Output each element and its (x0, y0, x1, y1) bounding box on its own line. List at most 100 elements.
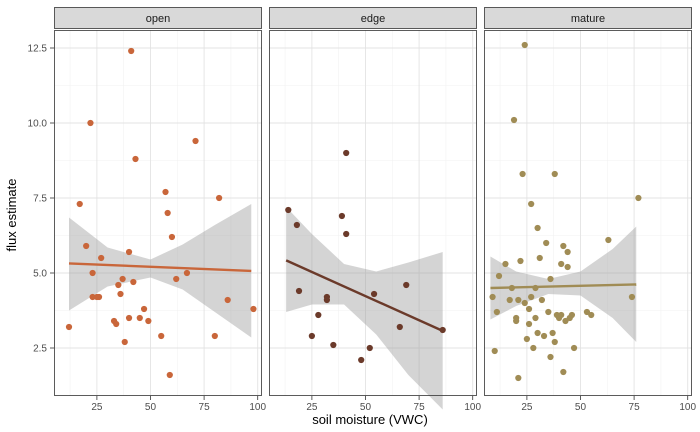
panel-background (54, 30, 262, 396)
data-point (358, 356, 365, 364)
x-tick-label: 100 (249, 402, 266, 413)
data-point (564, 263, 571, 271)
data-point (343, 149, 350, 157)
data-point (211, 332, 218, 340)
strip-background (54, 7, 262, 29)
data-point (125, 314, 133, 322)
data-point (515, 296, 522, 304)
data-point (293, 221, 300, 229)
data-point (295, 287, 303, 295)
data-point (330, 341, 337, 349)
data-point (551, 338, 558, 346)
data-point (343, 230, 350, 238)
x-axis-title: soil moisture (VWC) (312, 412, 428, 427)
data-point (558, 311, 565, 319)
data-point (173, 275, 180, 283)
panel-edge: edge (269, 7, 477, 410)
data-point (543, 239, 550, 247)
data-point (530, 344, 537, 352)
data-point (547, 353, 554, 361)
data-point (519, 170, 526, 178)
y-tick-label: 5.0 (33, 269, 47, 280)
x-tick-label: 50 (360, 402, 372, 413)
panel-open: open (54, 7, 262, 396)
strip-label: mature (571, 13, 605, 25)
data-point (521, 41, 528, 49)
x-tick-label: 100 (679, 402, 696, 413)
x-tick-label: 25 (306, 402, 318, 413)
y-axis: 2.5 5.0 7.5 10.0 12.5 (28, 44, 54, 355)
data-point (525, 320, 533, 328)
data-point (525, 305, 533, 313)
data-point (130, 278, 137, 286)
y-tick-label: 7.5 (33, 194, 47, 205)
data-point (528, 293, 535, 301)
data-point (534, 329, 541, 337)
x-tick-label: 75 (199, 402, 211, 413)
x-axis: 25 50 75 100 25 50 75 100 25 50 75 100 (91, 396, 696, 413)
data-point (517, 257, 524, 265)
data-point (491, 347, 498, 355)
x-tick-label: 50 (145, 402, 157, 413)
data-point (113, 320, 120, 328)
data-point (536, 254, 543, 262)
data-point (489, 293, 496, 301)
data-point (117, 290, 124, 298)
data-point (89, 293, 96, 301)
data-point (515, 374, 522, 382)
data-point (558, 260, 565, 268)
data-point (224, 296, 231, 304)
data-point (635, 194, 642, 202)
data-point (396, 323, 403, 331)
data-point (250, 305, 257, 313)
data-point (216, 194, 223, 202)
data-point (89, 269, 96, 277)
data-point (370, 290, 378, 298)
panel-background (484, 30, 692, 396)
data-point (132, 155, 139, 163)
data-point (95, 293, 103, 301)
data-point (121, 338, 128, 346)
fit-line (490, 283, 637, 290)
data-point (308, 332, 315, 340)
x-tick-label: 25 (91, 402, 103, 413)
y-tick-label: 2.5 (33, 344, 47, 355)
x-tick-label: 75 (629, 402, 641, 413)
panel-mature: mature (484, 7, 692, 396)
fit-line (68, 262, 252, 273)
data-point (528, 200, 535, 208)
data-point (119, 275, 126, 283)
data-point (87, 119, 94, 127)
data-point (534, 224, 541, 232)
panel-border (54, 30, 262, 396)
data-point (538, 296, 545, 304)
data-point (510, 116, 518, 124)
y-tick-label: 10.0 (28, 119, 48, 130)
data-point (605, 236, 612, 244)
data-point (551, 170, 558, 178)
data-point (568, 311, 576, 319)
data-point (564, 248, 571, 256)
data-point (532, 314, 539, 322)
data-point (136, 314, 143, 322)
panel-border (484, 30, 692, 396)
confidence-band (490, 226, 637, 342)
data-point (192, 137, 199, 145)
data-point (166, 371, 173, 379)
data-point (523, 335, 530, 343)
confidence-band (286, 207, 443, 410)
data-point (403, 281, 410, 289)
data-point (549, 329, 556, 337)
data-point (506, 296, 513, 304)
strip-label: open (146, 13, 170, 25)
y-axis-title: flux estimate (4, 179, 19, 252)
data-point (570, 344, 578, 352)
data-point (168, 233, 176, 241)
data-point (545, 308, 552, 316)
data-point (76, 200, 83, 208)
data-point (183, 269, 191, 277)
panel-border (269, 30, 477, 396)
y-tick-label: 12.5 (28, 44, 48, 55)
data-point (65, 323, 73, 331)
